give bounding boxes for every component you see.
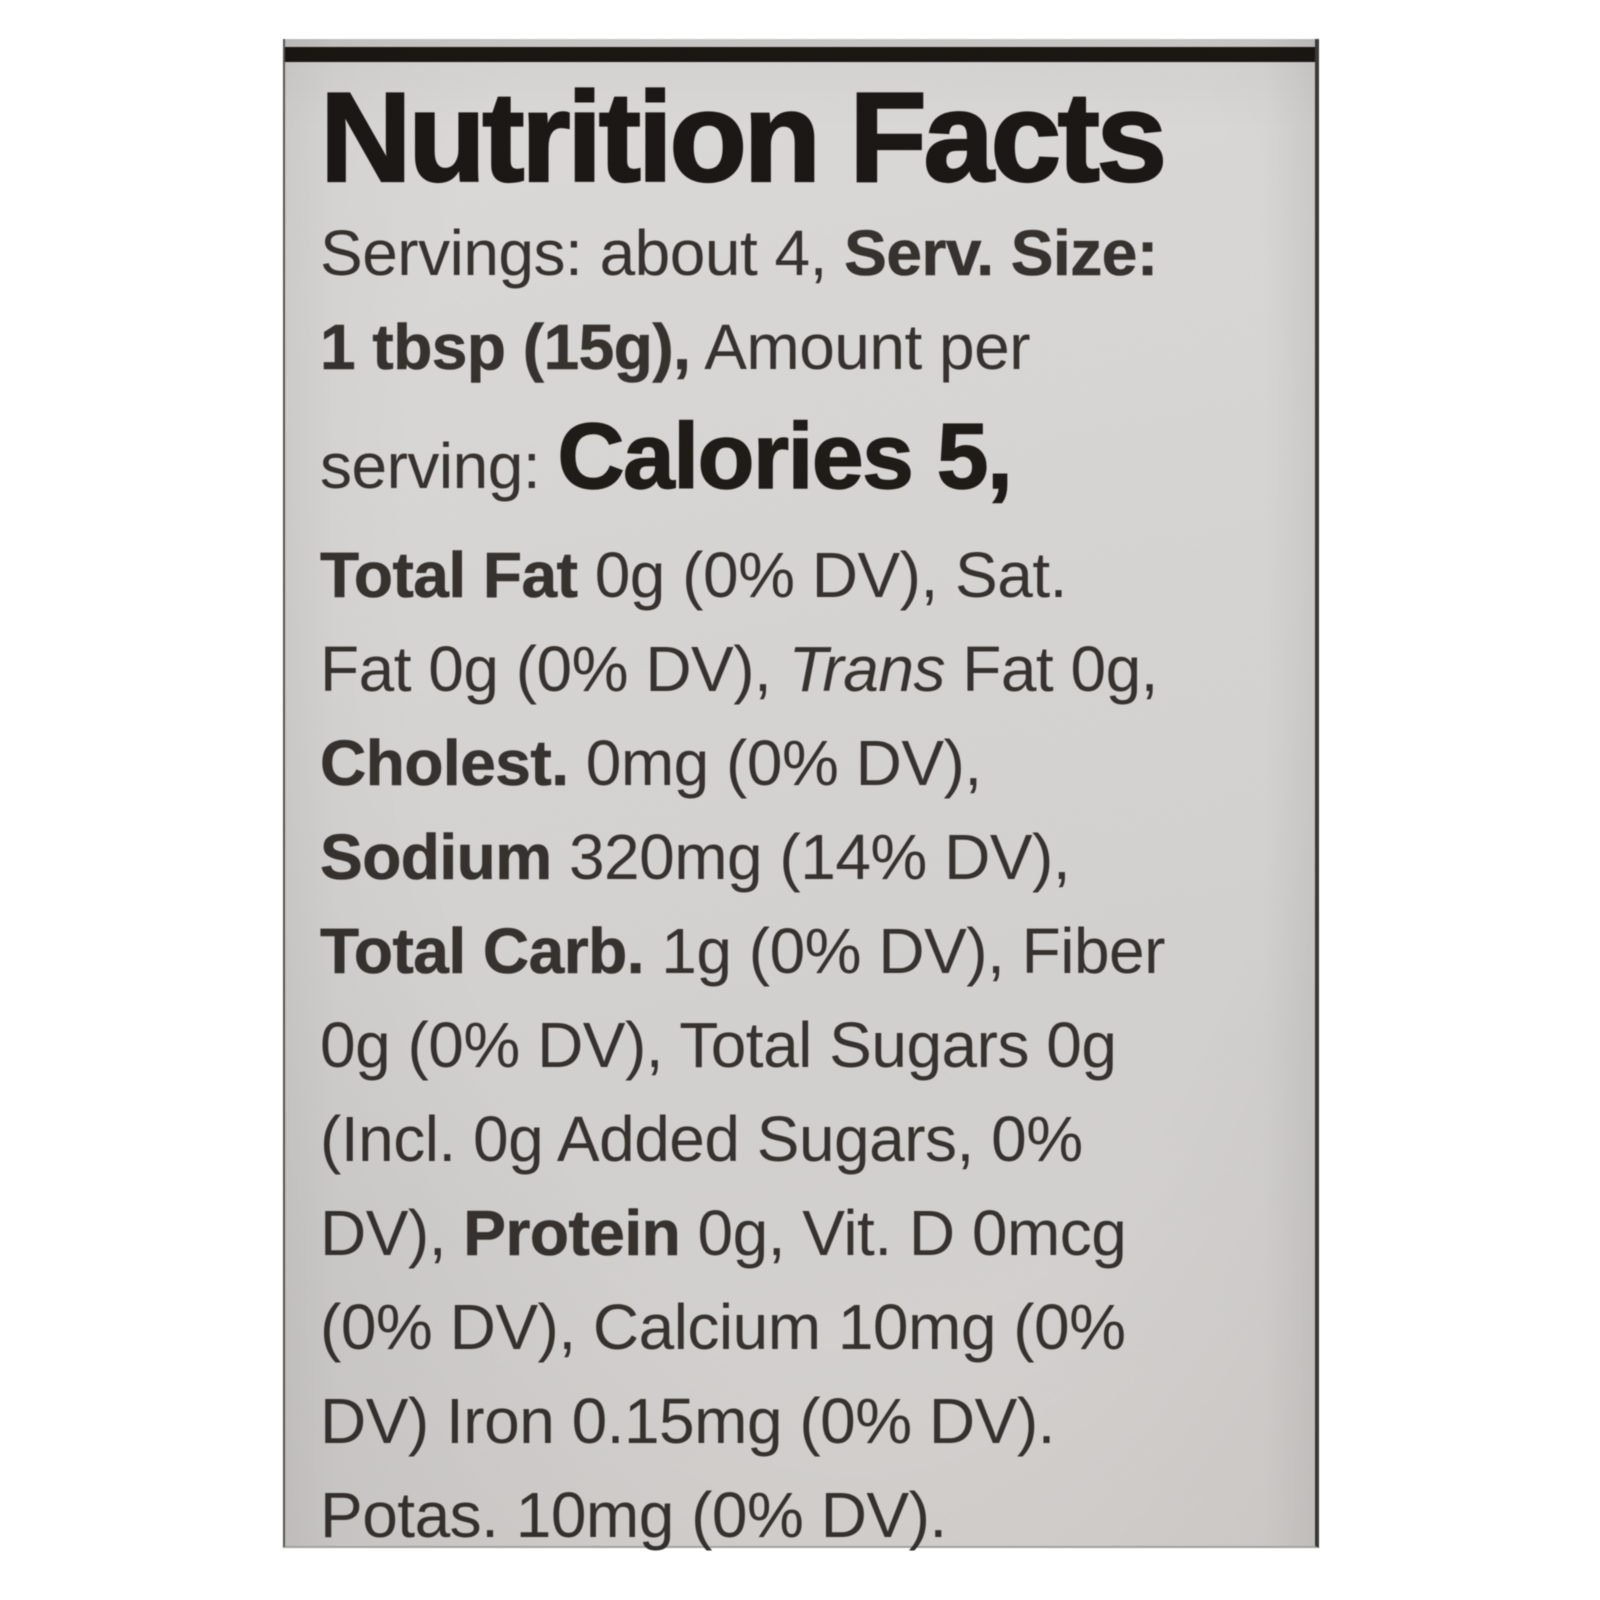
label-line: 1 tbsp (15g), Amount per (320, 300, 1289, 394)
label-line: serving: Calories 5, (320, 394, 1289, 528)
nutrition-text-block: Servings: about 4, Serv. Size: 1 tbsp (15… (320, 206, 1289, 1562)
label-text-segment: (Incl. 0g Added Sugars, 0% (320, 1103, 1083, 1175)
label-text-segment: serving: (320, 430, 558, 502)
nutrition-label: Nutrition Facts Servings: about 4, Serv.… (283, 39, 1319, 1551)
label-text-segment: (0% DV), Calcium 10mg (0% (320, 1291, 1126, 1363)
label-line: Sodium 320mg (14% DV), (320, 810, 1289, 904)
label-content: Nutrition Facts Servings: about 4, Serv.… (285, 62, 1315, 1562)
label-line: 0g (0% DV), Total Sugars 0g (320, 998, 1289, 1092)
label-text-segment: 0g, Vit. D 0mcg (697, 1197, 1127, 1269)
label-line: (Incl. 0g Added Sugars, 0% (320, 1092, 1289, 1186)
label-line: Fat 0g (0% DV), Trans Fat 0g, (320, 622, 1289, 716)
label-text-segment: Amount per (690, 311, 1031, 383)
label-text-segment: 1 tbsp (15g), (320, 311, 692, 384)
label-text-segment: 320mg (14% DV), (568, 821, 1071, 893)
label-line: Servings: about 4, Serv. Size: (320, 206, 1289, 300)
nutrition-facts-title: Nutrition Facts (319, 66, 1168, 208)
label-text-segment: DV), (320, 1197, 464, 1269)
label-text-segment: Cholest. (320, 727, 586, 800)
label-line: (0% DV), Calcium 10mg (0% (320, 1280, 1289, 1374)
label-text-segment: Potas. 10mg (0% DV). (320, 1479, 947, 1551)
label-text-segment: DV) Iron 0.15mg (0% DV). (320, 1385, 1055, 1457)
label-top-sliver (285, 39, 1315, 47)
label-text-segment: Total Carb. (320, 915, 662, 988)
label-line: DV), Protein 0g, Vit. D 0mcg (320, 1186, 1289, 1280)
label-text-segment: Trans (788, 633, 946, 705)
label-text-segment: Serv. Size: (844, 217, 1159, 290)
label-text-segment: Calories 5, (557, 403, 1014, 508)
label-text-segment: 0g (0% DV), Total Sugars 0g (320, 1009, 1117, 1081)
label-text-segment: Fat 0g (0% DV), (320, 633, 789, 705)
label-top-edge-strip (285, 47, 1315, 62)
label-line: Total Carb. 1g (0% DV), Fiber (320, 904, 1289, 998)
label-line: Total Fat 0g (0% DV), Sat. (320, 528, 1289, 622)
label-text-segment: 0g (0% DV), Sat. (594, 539, 1068, 611)
label-text-segment: Fat 0g, (944, 633, 1158, 705)
label-line: Cholest. 0mg (0% DV), (320, 716, 1289, 810)
label-text-segment: 1g (0% DV), Fiber (661, 915, 1165, 987)
label-text-segment: Protein (463, 1197, 698, 1270)
label-text-segment: Servings: about 4, (320, 217, 845, 289)
label-text-segment: Sodium (320, 821, 569, 894)
label-text-segment: Total Fat (320, 539, 595, 612)
label-text-segment: 0mg (0% DV), (585, 727, 982, 799)
label-line: Potas. 10mg (0% DV). (320, 1468, 1289, 1562)
label-line: DV) Iron 0.15mg (0% DV). (320, 1374, 1289, 1468)
